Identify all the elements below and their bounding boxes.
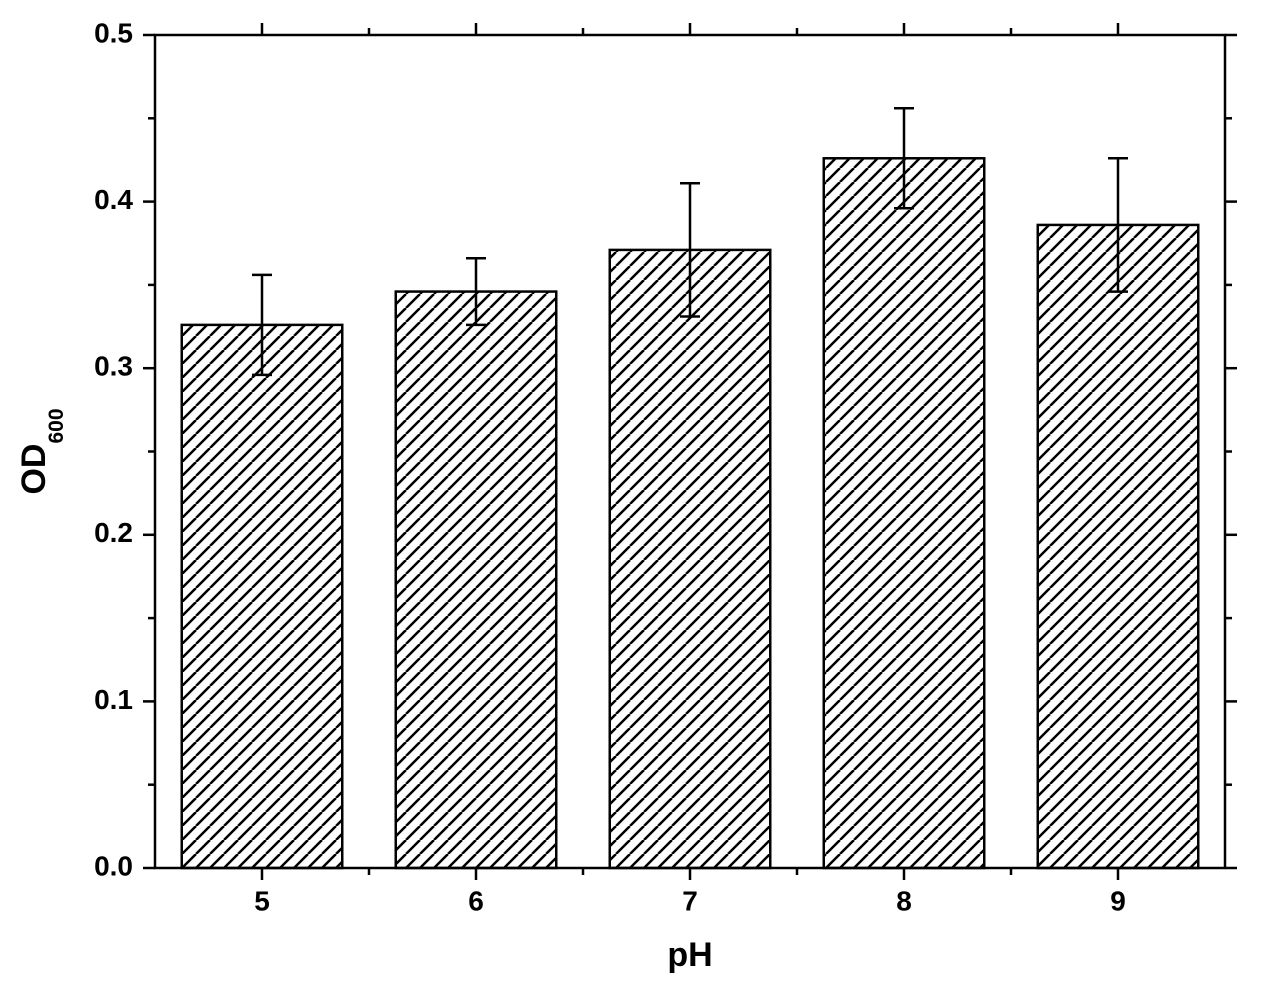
- y-axis-label: OD600: [15, 408, 68, 494]
- y-tick-label: 0.4: [94, 184, 133, 215]
- y-tick-label: 0.1: [94, 684, 133, 715]
- bar: [396, 292, 557, 868]
- bar: [824, 158, 985, 868]
- bar: [610, 250, 771, 868]
- x-tick-label: 6: [468, 885, 484, 916]
- x-tick-label: 8: [896, 885, 912, 916]
- x-tick-label: 9: [1110, 885, 1126, 916]
- y-tick-label: 0.0: [94, 850, 133, 881]
- y-tick-label: 0.2: [94, 517, 133, 548]
- bar-chart: 0.0 0.1 0.2 0.3 0.4 0.5 5 6 7 8 9 OD600 pH: [0, 0, 1272, 1003]
- x-tick-label: 7: [682, 885, 698, 916]
- bar: [1038, 225, 1199, 868]
- x-axis-label: pH: [667, 936, 712, 974]
- y-tick-label: 0.3: [94, 351, 133, 382]
- chart-svg: 0.0 0.1 0.2 0.3 0.4 0.5 5 6 7 8 9 OD600 pH: [0, 0, 1272, 1003]
- y-tick-label: 0.5: [94, 17, 133, 48]
- bars-group: [182, 108, 1199, 868]
- bar: [182, 325, 343, 868]
- x-tick-label: 5: [254, 885, 270, 916]
